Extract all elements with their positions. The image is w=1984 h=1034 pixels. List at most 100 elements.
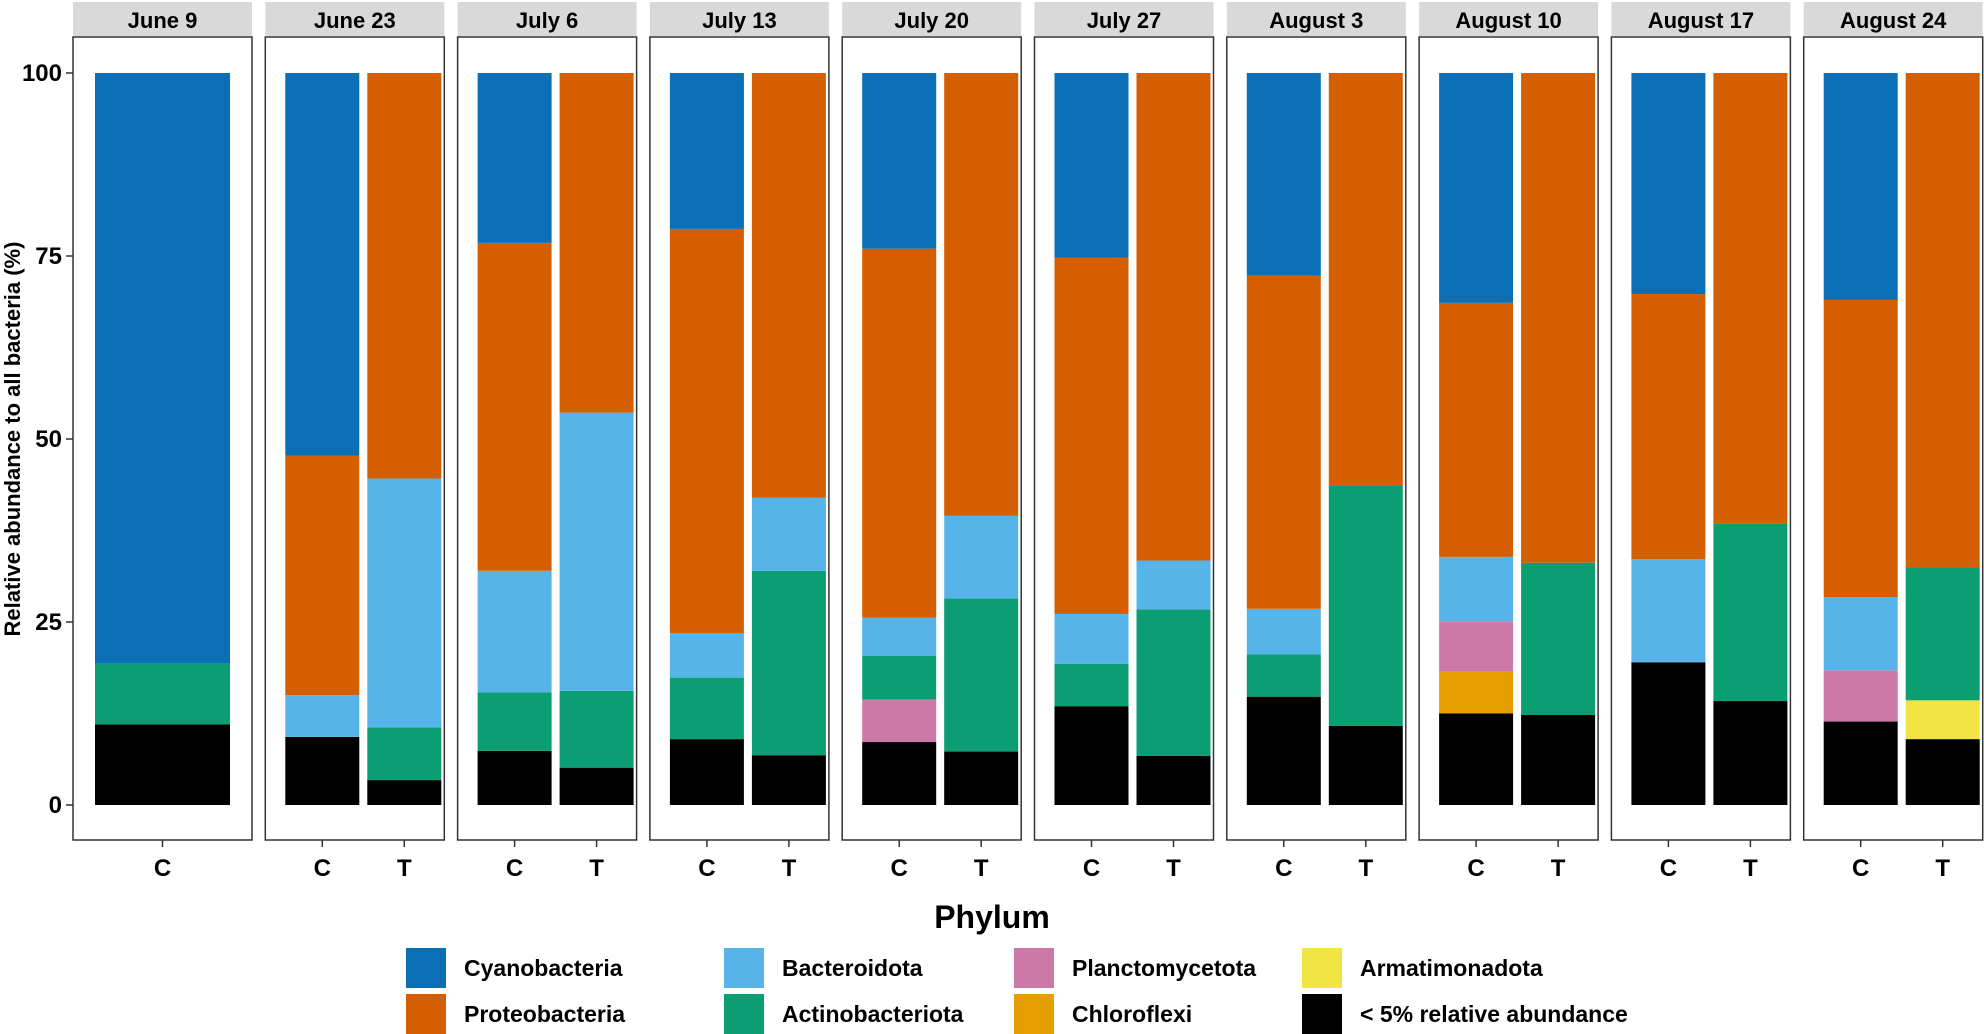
bar-segment-5-relative-abundance xyxy=(1328,725,1403,805)
legend-label-cyanobacteria: Cyanobacteria xyxy=(464,955,623,981)
facet-july-27: July 27 C T xyxy=(1033,2,1215,882)
legend-title: Phylum xyxy=(934,899,1050,935)
bar-segment-bacteroidota xyxy=(669,632,744,678)
bar-segment-5-relative-abundance xyxy=(285,736,360,805)
bar-segment-actinobacteriota xyxy=(751,570,826,756)
bar-segment-5-relative-abundance xyxy=(1439,713,1514,805)
bar-segment-bacteroidota xyxy=(944,515,1019,599)
facet-july-20: July 20 C T xyxy=(841,2,1022,882)
facet-august-24: August 24 C T xyxy=(1802,2,1984,882)
x-tick-label: C xyxy=(506,855,523,882)
bar-segment-proteobacteria xyxy=(1631,294,1706,560)
facet-strip-label: July 6 xyxy=(516,8,578,33)
bar-segment-actinobacteriota xyxy=(944,598,1019,752)
x-tick-label: C xyxy=(154,855,171,882)
bar-segment-actinobacteriota xyxy=(1713,523,1788,702)
y-tick-label: 100 xyxy=(22,60,62,87)
facet-august-3: August 3 C T xyxy=(1226,2,1407,882)
bar-segment-actinobacteriota xyxy=(477,692,552,751)
bar-segment-5-relative-abundance xyxy=(477,750,552,805)
bar-segment-5-relative-abundance xyxy=(1823,721,1898,805)
facet-july-6: July 6 C T xyxy=(456,2,638,882)
facet-strip xyxy=(842,2,1022,36)
facet-strip xyxy=(1803,2,1983,36)
x-tick-label: C xyxy=(1467,855,1484,882)
facet-panel-border xyxy=(1610,36,1792,841)
bar-segment-5-relative-abundance xyxy=(669,739,744,805)
legend-key-5-relative-abundance xyxy=(1302,994,1342,1034)
facet-panel-border xyxy=(72,36,253,841)
bar-segment-armatimonadota xyxy=(1905,700,1980,740)
bar-segment-actinobacteriota xyxy=(1328,485,1403,726)
facet-panel-border xyxy=(264,36,446,841)
bar-segment-proteobacteria xyxy=(862,248,937,618)
x-tick-label: C xyxy=(698,855,715,882)
facet-strip-label: June 23 xyxy=(314,8,396,33)
bar-segment-5-relative-abundance xyxy=(1054,706,1129,805)
y-tick-label: 75 xyxy=(35,243,62,270)
bar-segment-proteobacteria xyxy=(1328,73,1403,486)
bar-segment-bacteroidota xyxy=(751,497,826,571)
legend-key-proteobacteria xyxy=(406,994,446,1034)
legend: Phylum Cyanobacteria Proteobacteria Bactero… xyxy=(406,899,1628,1034)
bar-segment-5-relative-abundance xyxy=(367,780,442,805)
bar-segment-actinobacteriota xyxy=(95,663,230,725)
bar-segment-proteobacteria xyxy=(559,73,634,413)
facet-panel-border xyxy=(1802,36,1984,841)
x-tick-label: T xyxy=(974,855,989,882)
legend-key-armatimonadota xyxy=(1302,948,1342,988)
facet-strip xyxy=(1419,2,1599,36)
bar-segment-actinobacteriota xyxy=(1246,654,1321,697)
bar-segment-bacteroidota xyxy=(285,695,360,737)
facet-august-17: August 17 C T xyxy=(1610,2,1792,882)
legend-label-armatimonadota: Armatimonadota xyxy=(1360,955,1543,981)
bar-segment-5-relative-abundance xyxy=(559,767,634,805)
bar-segment-proteobacteria xyxy=(1521,73,1596,563)
bar-segment-cyanobacteria xyxy=(1054,73,1129,258)
facet-strip xyxy=(1611,2,1791,36)
facet-june-23: June 23 C T xyxy=(264,2,446,882)
bar-segment-bacteroidota xyxy=(1823,597,1898,671)
bar-segment-bacteroidota xyxy=(1439,556,1514,622)
bar-segment-cyanobacteria xyxy=(95,73,230,664)
bar-segment-bacteroidota xyxy=(1631,559,1706,663)
bar-segment-5-relative-abundance xyxy=(751,755,826,805)
facet-panel-border xyxy=(1033,36,1215,841)
bar-segment-proteobacteria xyxy=(1054,257,1129,614)
bar-segment-planctomycetota xyxy=(1439,621,1514,672)
bar-segment-cyanobacteria xyxy=(1823,73,1898,300)
legend-key-chloroflexi xyxy=(1014,994,1054,1034)
bar-segment-actinobacteriota xyxy=(1905,567,1980,701)
facet-strip xyxy=(1226,2,1406,36)
x-tick-label: T xyxy=(1935,855,1950,882)
bar-segment-5-relative-abundance xyxy=(95,724,230,805)
x-tick-label: T xyxy=(1743,855,1758,882)
facet-panel-border xyxy=(1226,36,1407,841)
bar-segment-proteobacteria xyxy=(1136,73,1211,561)
bar-segment-bacteroidota xyxy=(1246,608,1321,655)
x-tick-label: T xyxy=(1166,855,1181,882)
bar-segment-cyanobacteria xyxy=(1631,73,1706,295)
facet-july-13: July 13 C T xyxy=(649,2,830,882)
bar-segment-actinobacteriota xyxy=(669,677,744,740)
x-tick-label: C xyxy=(1275,855,1292,882)
bar-segment-bacteroidota xyxy=(862,617,937,656)
bar-segment-5-relative-abundance xyxy=(1246,696,1321,805)
legend-label-actinobacteriota: Actinobacteriota xyxy=(782,1001,964,1027)
bar-segment-5-relative-abundance xyxy=(1136,755,1211,805)
y-tick-label: 50 xyxy=(35,426,62,453)
x-tick-label: T xyxy=(397,855,412,882)
y-tick-label: 25 xyxy=(35,609,62,636)
bar-segment-actinobacteriota xyxy=(862,655,937,700)
facet-strip-label: August 3 xyxy=(1269,8,1363,33)
facet-strip-label: July 27 xyxy=(1087,8,1162,33)
bar-segment-actinobacteriota xyxy=(1521,562,1596,715)
bar-segment-bacteroidota xyxy=(1054,613,1129,664)
bar-segment-proteobacteria xyxy=(1439,302,1514,557)
x-tick-label: C xyxy=(314,855,331,882)
legend-label-chloroflexi: Chloroflexi xyxy=(1072,1001,1192,1027)
x-tick-label: T xyxy=(782,855,797,882)
y-axis-title: Relative abundance to all bacteria (%) xyxy=(0,242,25,637)
bar-segment-proteobacteria xyxy=(477,242,552,571)
bar-segment-proteobacteria xyxy=(367,73,442,479)
